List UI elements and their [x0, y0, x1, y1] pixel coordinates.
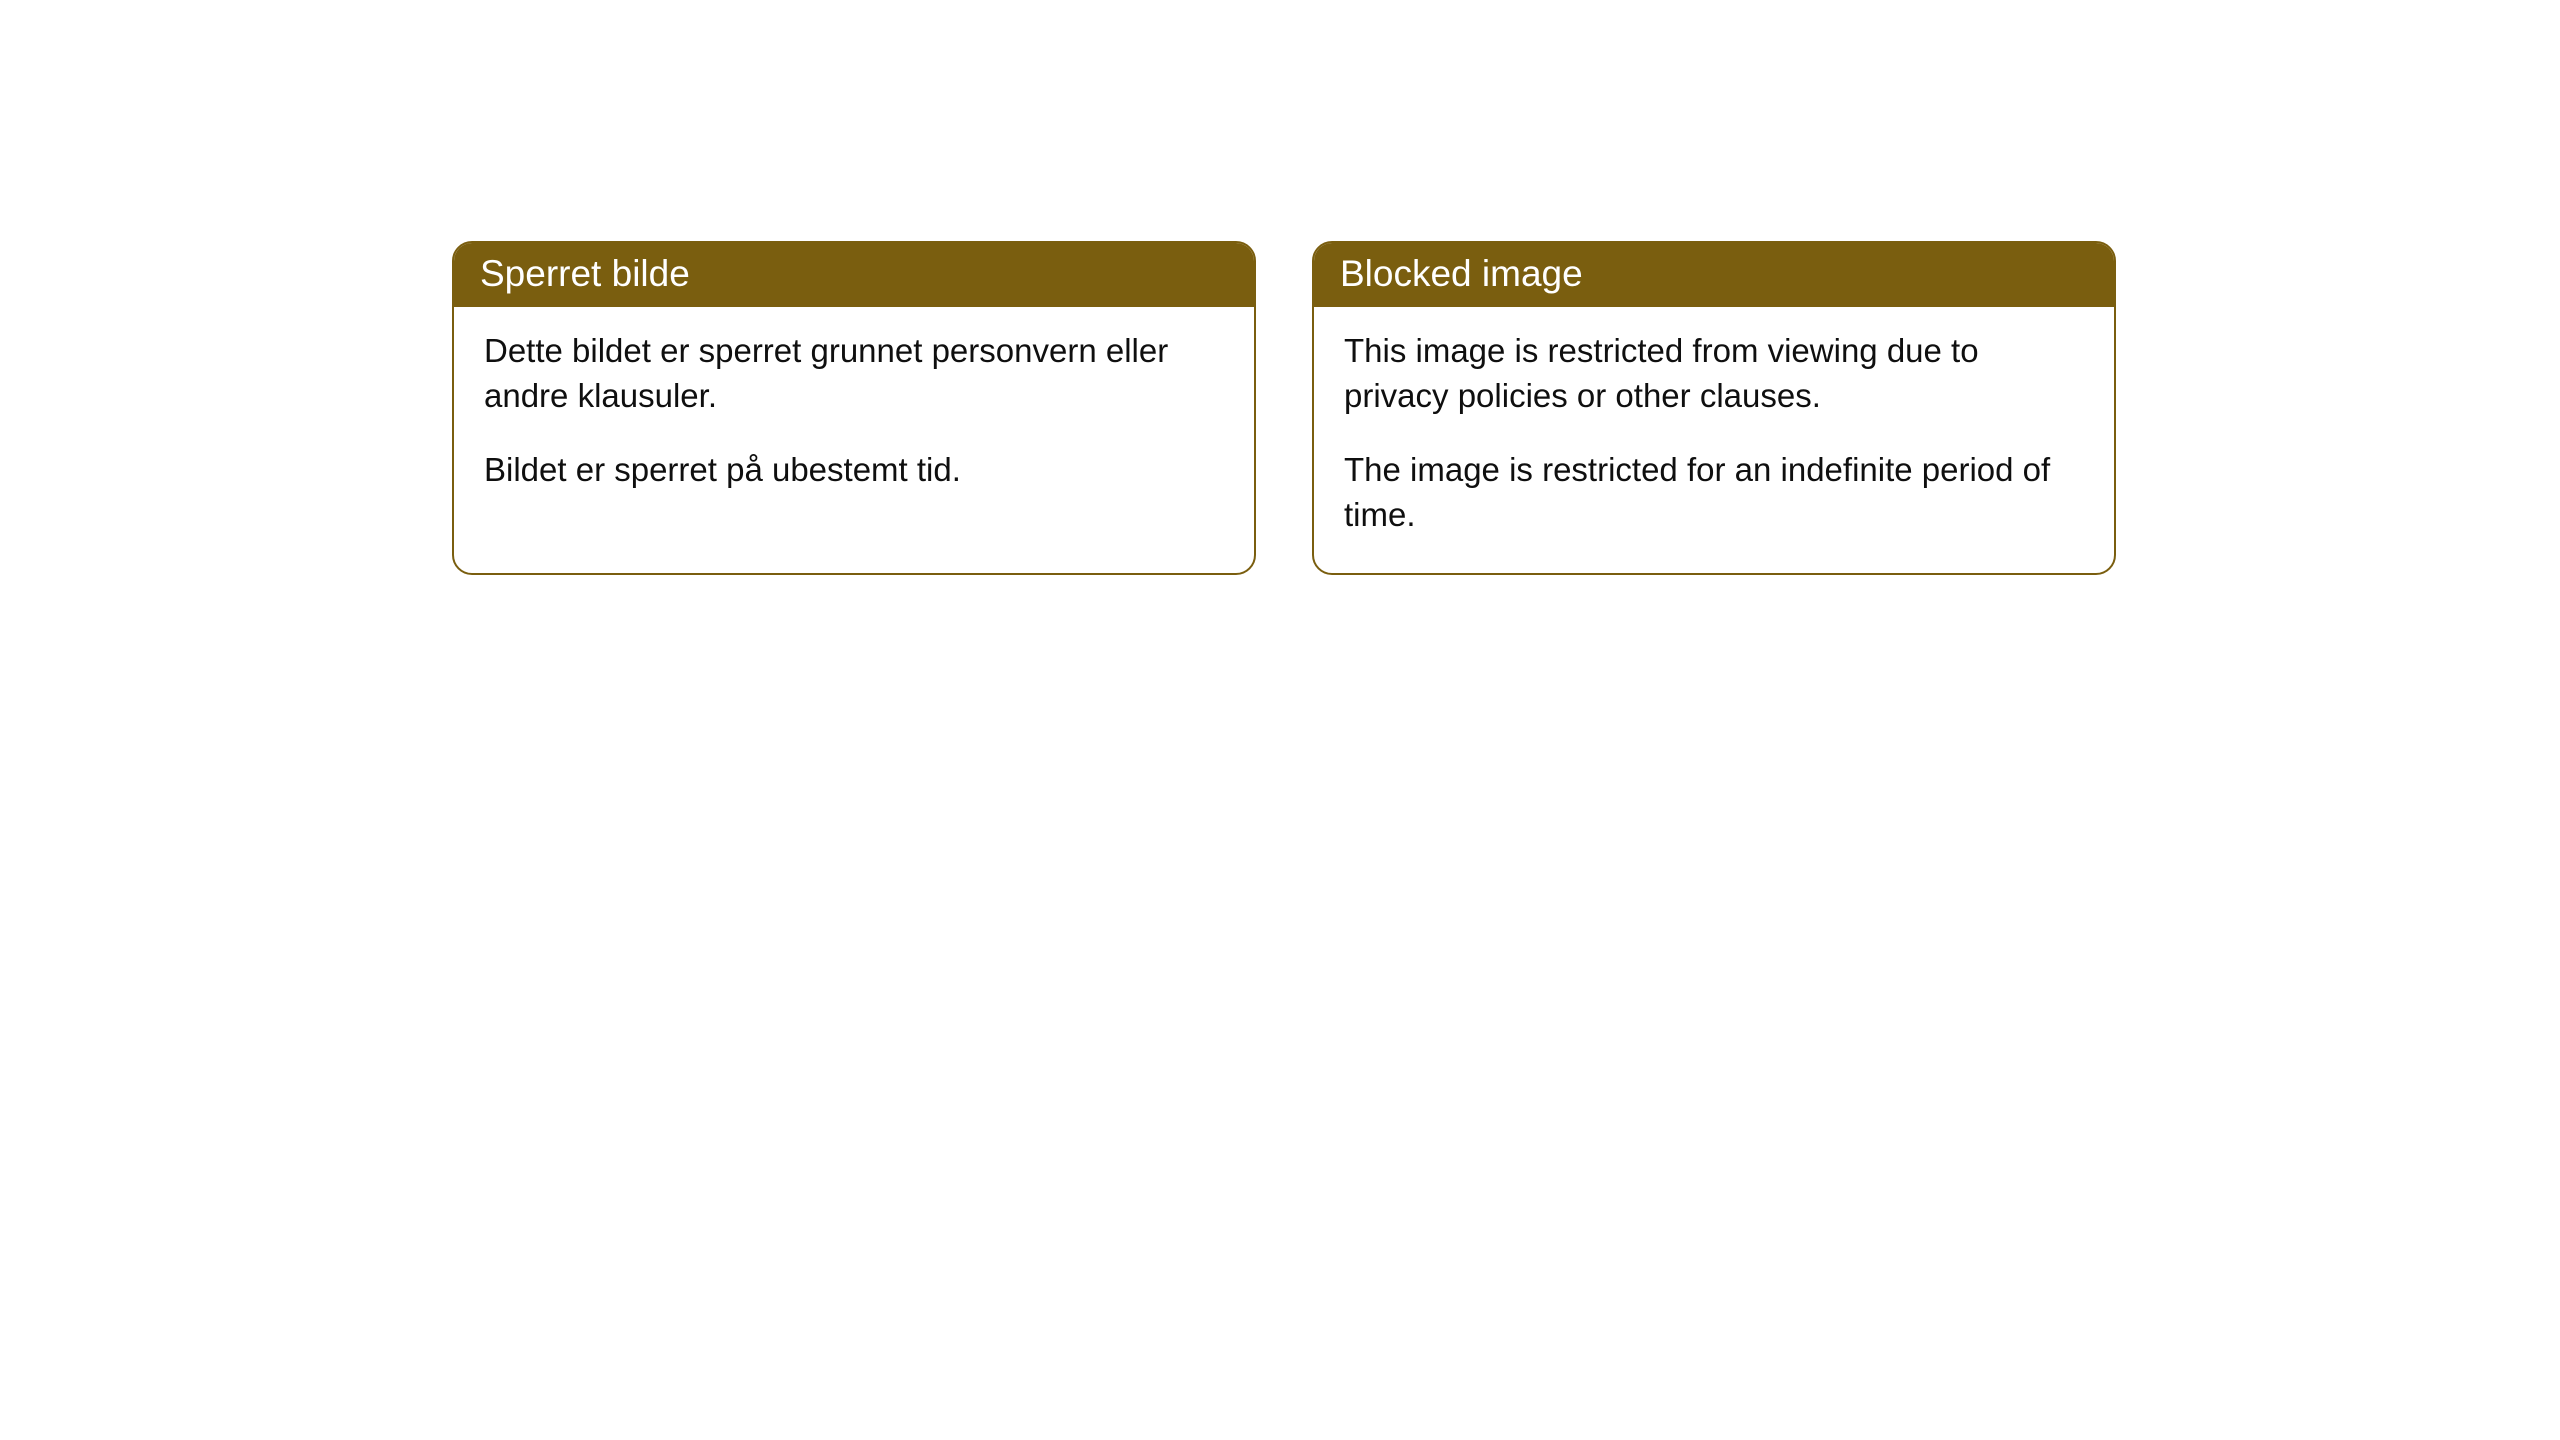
card-title: Blocked image — [1340, 253, 1583, 294]
notice-cards-row: Sperret bilde Dette bildet er sperret gr… — [452, 241, 2116, 575]
card-body: This image is restricted from viewing du… — [1314, 307, 2114, 573]
card-paragraph: Dette bildet er sperret grunnet personve… — [484, 329, 1224, 418]
card-header: Sperret bilde — [454, 243, 1254, 307]
card-header: Blocked image — [1314, 243, 2114, 307]
card-title: Sperret bilde — [480, 253, 690, 294]
card-paragraph: Bildet er sperret på ubestemt tid. — [484, 448, 1224, 493]
card-body: Dette bildet er sperret grunnet personve… — [454, 307, 1254, 529]
card-paragraph: The image is restricted for an indefinit… — [1344, 448, 2084, 537]
card-blocked-image-en: Blocked image This image is restricted f… — [1312, 241, 2116, 575]
card-blocked-image-no: Sperret bilde Dette bildet er sperret gr… — [452, 241, 1256, 575]
card-paragraph: This image is restricted from viewing du… — [1344, 329, 2084, 418]
